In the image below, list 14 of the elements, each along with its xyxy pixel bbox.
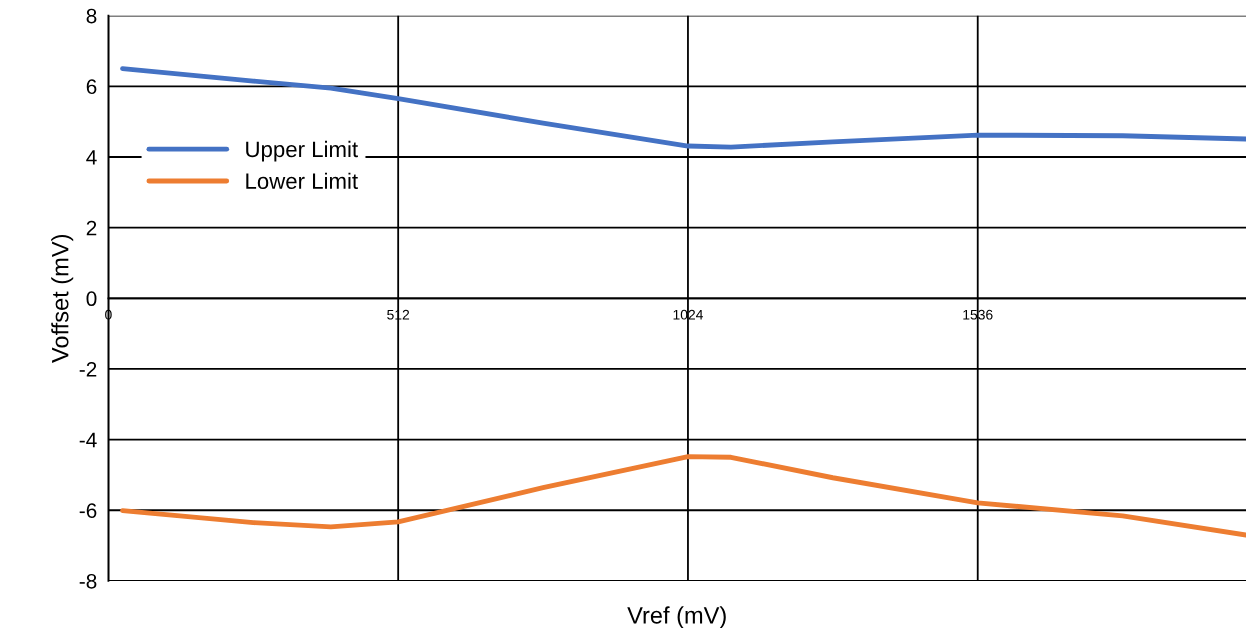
y-tick-label: 4 — [86, 150, 97, 165]
y-tick-label: -2 — [79, 361, 97, 377]
legend-label: Lower Limit — [246, 172, 358, 190]
y-tick-label: -6 — [79, 503, 97, 518]
line-series — [120, 454, 1246, 538]
y-tick-label: 6 — [86, 79, 97, 95]
x-axis-title: Vref (mV) — [627, 606, 726, 628]
y-tick-label: 0 — [86, 291, 97, 307]
y-tick-label: -8 — [79, 573, 97, 589]
y-tick-label: 2 — [86, 220, 97, 236]
y-tick-label: -4 — [79, 432, 97, 448]
y-axis-title: Voffset (mV) — [51, 235, 74, 363]
y-tick-label: 8 — [86, 8, 97, 24]
legend-label: Upper Limit — [246, 140, 358, 162]
